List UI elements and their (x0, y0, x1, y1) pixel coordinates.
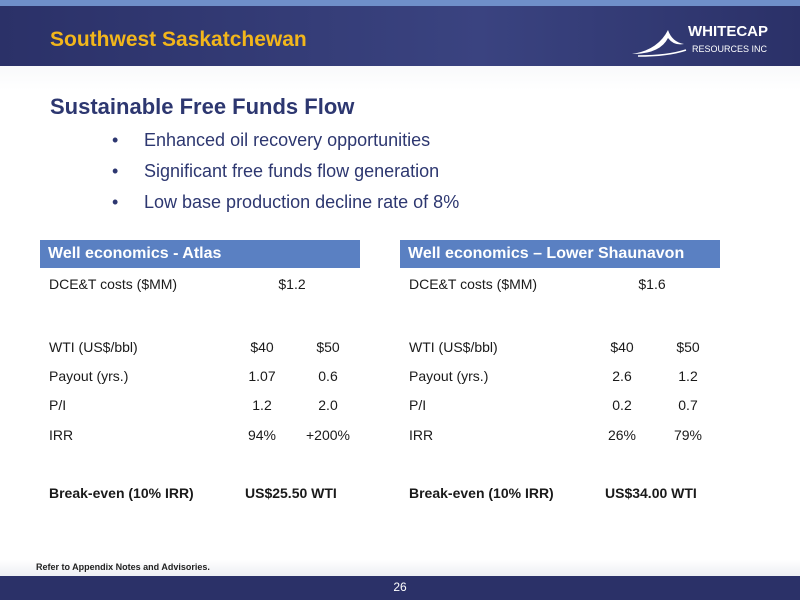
footer-bar (0, 576, 800, 600)
cell-value: 1.2 (678, 368, 698, 384)
cell-value: $1.2 (278, 276, 306, 292)
row-label: IRR (49, 427, 74, 443)
cell-value: $50 (316, 339, 340, 355)
cell-value: US$25.50 WTI (245, 485, 337, 501)
row-label: WTI (US$/bbl) (49, 339, 138, 355)
bullet: • Low base production decline rate of 8% (112, 192, 459, 213)
bullet-text: Significant free funds flow generation (144, 161, 440, 181)
cell-value: $1.6 (638, 276, 666, 292)
row-label: DCE&T costs ($MM) (409, 276, 538, 292)
cell-value: $40 (250, 339, 274, 355)
bullet: • Significant free funds flow generation (112, 161, 439, 182)
bullet-text: Low base production decline rate of 8% (144, 192, 460, 212)
row-label: Payout (yrs.) (49, 368, 129, 384)
cell-value: 79% (673, 427, 703, 443)
cell-value: 0.2 (612, 397, 632, 413)
footnote: Refer to Appendix Notes and Advisories. (36, 562, 210, 572)
bullet: • Enhanced oil recovery opportunities (112, 130, 430, 151)
logo: WHITECAP RESOURCES INC (632, 23, 768, 57)
cell-value: 0.6 (318, 368, 338, 384)
row-label: Break-even (10% IRR) (409, 485, 554, 501)
table-header: Well economics – Lower Shaunavon (400, 240, 720, 268)
bullet-dot: • (112, 130, 119, 150)
cell-value: 1.2 (252, 397, 272, 413)
cell-value: $50 (676, 339, 700, 355)
bullet-dot: • (112, 161, 119, 181)
logo-name: WHITECAP (688, 23, 768, 40)
cell-value: 2.0 (318, 397, 338, 413)
row-label: P/I (409, 397, 427, 413)
slide-title: Southwest Saskatchewan (50, 28, 307, 51)
row-label: DCE&T costs ($MM) (49, 276, 178, 292)
row-label: WTI (US$/bbl) (409, 339, 498, 355)
cell-value: +200% (306, 427, 350, 443)
row-label: IRR (409, 427, 434, 443)
cell-value: 94% (247, 427, 277, 443)
bullet-text: Enhanced oil recovery opportunities (144, 130, 431, 150)
cell-value: 0.7 (678, 397, 698, 413)
cell-value: 26% (607, 427, 637, 443)
page-number: 26 (393, 580, 407, 594)
bullet-dot: • (112, 192, 119, 212)
row-label: Payout (yrs.) (409, 368, 489, 384)
section-title: Sustainable Free Funds Flow (50, 94, 355, 119)
cell-value: US$34.00 WTI (605, 485, 697, 501)
logo-subtitle: RESOURCES INC (692, 44, 768, 54)
top-strip (0, 0, 800, 6)
cell-value: 1.07 (248, 368, 276, 384)
logo-wave (632, 30, 684, 54)
cell-value: 2.6 (612, 368, 632, 384)
table-header: Well economics - Atlas (40, 240, 360, 268)
logo-swoosh (637, 49, 687, 57)
row-label: P/I (49, 397, 67, 413)
cell-value: $40 (610, 339, 634, 355)
row-label: Break-even (10% IRR) (49, 485, 194, 501)
